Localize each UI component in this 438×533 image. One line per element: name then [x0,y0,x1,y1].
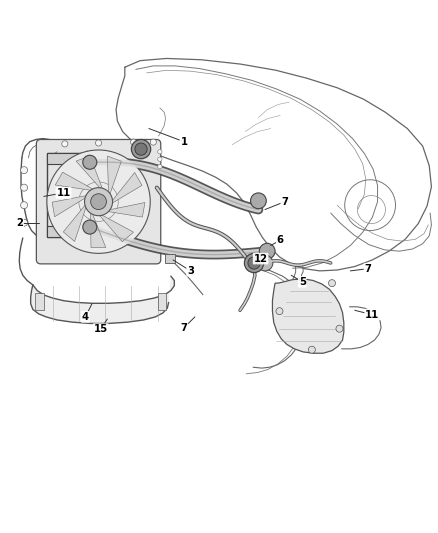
Polygon shape [100,215,134,241]
Polygon shape [52,196,86,217]
Text: 11: 11 [57,188,71,198]
Circle shape [257,255,273,271]
Circle shape [158,165,162,169]
Polygon shape [109,203,145,217]
Circle shape [336,325,343,332]
Text: 4: 4 [82,312,89,322]
Circle shape [251,193,266,209]
Circle shape [158,157,162,161]
Text: 12: 12 [254,254,268,264]
Circle shape [83,155,97,169]
Polygon shape [76,156,102,188]
Circle shape [62,141,68,147]
Circle shape [276,308,283,314]
Circle shape [158,150,162,154]
Circle shape [21,184,28,191]
Bar [47,154,90,165]
Text: 5: 5 [299,277,306,287]
Circle shape [21,167,28,174]
Polygon shape [113,173,142,203]
Circle shape [248,257,260,269]
Bar [158,293,166,310]
Text: 7: 7 [364,264,371,273]
Text: 15: 15 [94,324,108,334]
Text: 7: 7 [180,323,187,333]
Circle shape [135,143,147,155]
Circle shape [21,219,28,226]
Polygon shape [64,205,86,241]
FancyBboxPatch shape [47,154,90,237]
Bar [35,293,44,310]
Circle shape [259,243,275,259]
Circle shape [131,139,137,145]
Text: 1: 1 [180,136,187,147]
Polygon shape [107,156,121,193]
Circle shape [91,194,106,209]
Circle shape [328,280,336,287]
Circle shape [83,220,97,234]
Polygon shape [31,276,174,324]
Polygon shape [55,172,93,190]
Text: 3: 3 [187,266,194,276]
Bar [165,254,175,263]
Bar [47,154,90,237]
Circle shape [131,140,151,159]
Polygon shape [272,279,344,353]
Circle shape [95,140,102,146]
Text: 11: 11 [365,310,379,320]
Circle shape [150,139,156,145]
Text: 6: 6 [277,235,284,245]
Circle shape [47,150,150,253]
Text: 2: 2 [16,217,23,228]
Circle shape [308,346,315,353]
Text: 7: 7 [281,197,288,207]
Circle shape [21,201,28,209]
Polygon shape [91,213,106,247]
Circle shape [85,188,113,216]
Bar [47,226,90,237]
FancyBboxPatch shape [36,140,161,264]
Circle shape [244,253,264,273]
